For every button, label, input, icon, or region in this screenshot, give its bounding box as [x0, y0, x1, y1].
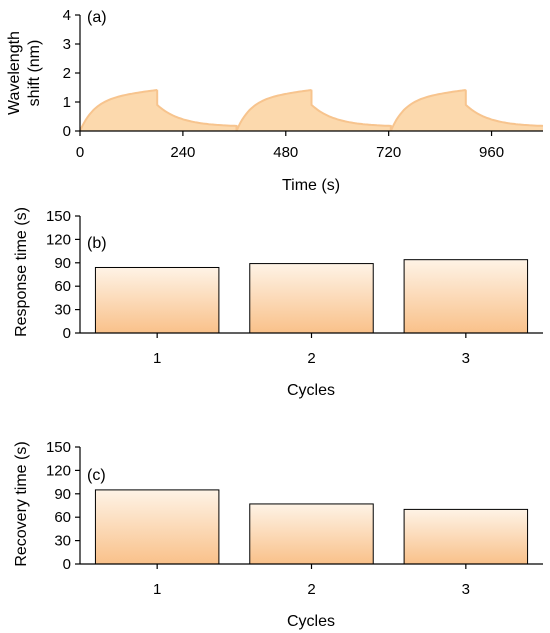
panel-a-ticks: 0 1 2 3 4 0 240 480 720 960 — [63, 7, 504, 161]
panel-b-bars — [94, 259, 529, 334]
panel-b-y-tick-label: 150 — [46, 208, 71, 225]
panel-a: 0 1 2 3 4 0 240 480 720 960 (a) Time (s) Waveleng… — [6, 7, 544, 194]
panel-c-bar-1 — [94, 489, 220, 565]
panel-a-x-tick-label: 480 — [273, 144, 298, 161]
panel-c-x-tick-label: 2 — [307, 581, 315, 598]
panel-b-y-tick-label: 30 — [54, 302, 71, 319]
panel-c-y-tick-label: 120 — [46, 462, 71, 479]
panel-b-label: (b) — [87, 235, 107, 252]
panel-a-x-axis-title: Time (s) — [282, 177, 340, 194]
wavelength-shift-line — [79, 89, 544, 132]
panel-b-y-tick-label: 120 — [46, 231, 71, 248]
panel-a-y-tick-label: 3 — [63, 36, 71, 53]
panel-b-x-tick-label: 3 — [462, 350, 470, 367]
panel-c: 0 30 60 90 120 150 1 2 3 (c) Cycles Recovery tim… — [13, 439, 543, 630]
panel-b-y-axis-title: Response time (s) — [13, 207, 30, 337]
panel-a-y-tick-label: 1 — [63, 94, 71, 111]
panel-a-y-tick-label: 2 — [63, 65, 71, 82]
panel-b-x-tick-label: 2 — [307, 350, 315, 367]
panel-b-x-tick-label: 1 — [153, 350, 161, 367]
panel-c-bars — [94, 489, 529, 565]
panel-b-x-axis-title: Cycles — [287, 382, 335, 399]
panel-c-x-axis-title: Cycles — [287, 613, 335, 630]
wavelength-shift-area — [79, 89, 544, 132]
panel-a-y-axis-title-line2: shift (nm) — [26, 40, 43, 107]
panel-b-bar-2 — [249, 263, 374, 334]
panel-a-y-axis-title-line1: Wavelength — [6, 31, 23, 115]
panel-c-y-tick-label: 150 — [46, 439, 71, 456]
panel-c-y-tick-label: 0 — [63, 556, 71, 573]
panel-a-label: (a) — [87, 9, 107, 26]
panel-c-ticks: 0 30 60 90 120 150 1 2 3 — [46, 439, 470, 598]
panel-b: 0 30 60 90 120 150 1 2 3 (b) Cycles Response tim… — [13, 207, 543, 399]
panel-c-y-tick-label: 60 — [54, 509, 71, 526]
panel-a-y-tick-label: 4 — [63, 7, 71, 24]
panel-a-x-tick-label: 0 — [76, 144, 84, 161]
panel-a-x-tick-label: 960 — [479, 144, 504, 161]
panel-c-bar-2 — [249, 503, 374, 565]
panel-b-bar-1 — [94, 266, 220, 334]
panel-b-y-tick-label: 60 — [54, 278, 71, 295]
panel-c-y-axis-title: Recovery time (s) — [13, 441, 30, 566]
panel-a-x-tick-label: 240 — [170, 144, 195, 161]
panel-b-bar-3 — [403, 259, 529, 334]
panel-b-y-tick-label: 0 — [63, 325, 71, 342]
panel-c-x-tick-label: 3 — [462, 581, 470, 598]
panel-c-y-tick-label: 30 — [54, 533, 71, 550]
panel-c-y-tick-label: 90 — [54, 486, 71, 503]
panel-c-x-tick-label: 1 — [153, 581, 161, 598]
panel-a-x-tick-label: 720 — [376, 144, 401, 161]
panel-c-label: (c) — [87, 467, 106, 484]
panel-b-ticks: 0 30 60 90 120 150 1 2 3 — [46, 208, 470, 367]
panel-b-y-tick-label: 90 — [54, 255, 71, 272]
panel-c-bar-3 — [403, 508, 529, 565]
panel-a-y-tick-label: 0 — [63, 123, 71, 140]
wavelength-shift-fill — [80, 89, 543, 131]
